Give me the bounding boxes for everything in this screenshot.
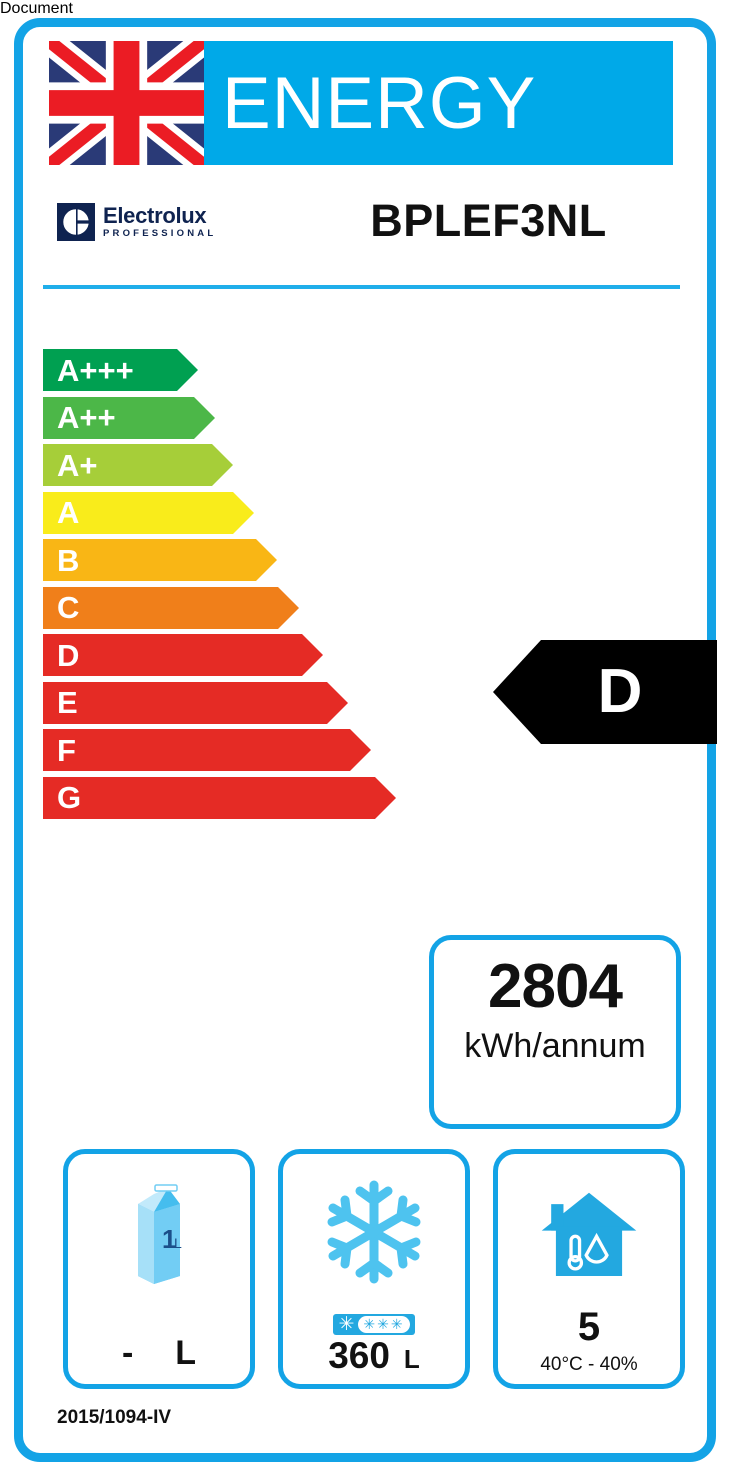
bar-arrow-tip-icon [278,586,299,629]
bar-body: C [43,586,278,629]
efficiency-class-label: E [57,685,78,720]
efficiency-class-bar: A [43,491,254,534]
efficiency-scale: A+++ A++ A+ A B C D E F G [43,347,703,822]
efficiency-class-row: A+ [43,442,703,490]
bar-arrow-tip-icon [256,539,277,581]
logo-text: Electrolux PROFESSIONAL [103,205,216,239]
climate-class-range: 40°C - 40% [540,1354,638,1375]
freezer-volume: ✳ ✳✳✳ 360 L [283,1314,465,1374]
efficiency-class-bar: E [43,681,348,724]
efficiency-class-bar: A++ [43,396,215,439]
efficiency-class-bar: D [43,634,323,676]
annual-consumption-value: 2804 [488,952,623,1021]
selected-class-letter: D [597,657,643,726]
efficiency-class-row: A+++ [43,347,703,395]
efficiency-class-row: A [43,490,703,538]
bar-arrow-tip-icon [233,491,254,534]
bar-body: A [43,491,233,534]
fridge-compartment-box: 1 L - L [63,1149,255,1389]
energy-word: ENERGY [222,62,537,144]
efficiency-class-label: A [57,495,80,530]
arrow-body: D [541,640,717,744]
bar-arrow-tip-icon [350,729,371,771]
efficiency-class-label: B [57,542,80,578]
fridge-volume-unit: L [175,1334,197,1372]
electrolux-mark-icon [57,203,95,241]
efficiency-class-row: E [43,680,703,728]
efficiency-class-label: A++ [57,400,116,435]
efficiency-class-bar: A+++ [43,349,198,391]
annual-consumption-unit: kWh/annum [464,1027,646,1066]
bar-body: A+++ [43,349,177,391]
milk-carton-icon: 1 L [68,1162,250,1302]
bar-body: A+ [43,444,212,486]
freezer-compartment-box: ✳ ✳✳✳ 360 L [278,1149,470,1389]
svg-text:1: 1 [162,1224,176,1254]
efficiency-class-label: A+++ [57,352,134,388]
climate-class-box: 5 40°C - 40% [493,1149,685,1389]
arrow-tip-icon [493,640,541,744]
bar-body: G [43,776,375,819]
star-single-icon: ✳ [338,1313,355,1335]
regulation-reference: 2015/1094-IV [57,1407,172,1428]
efficiency-class-label: A+ [57,447,98,483]
freezer-volume-unit: L [403,1344,420,1374]
bar-arrow-tip-icon [177,349,198,391]
efficiency-class-row: F [43,727,703,775]
bar-body: A++ [43,396,194,439]
freezer-volume-value: 360 [328,1335,390,1376]
selected-class-arrow: D [493,640,717,744]
efficiency-class-bar: F [43,729,371,771]
efficiency-class-label: D [57,637,80,673]
snowflake-icon [283,1162,465,1302]
bar-body: B [43,539,256,581]
bar-arrow-tip-icon [212,444,233,486]
compartment-boxes: 1 L - L [63,1149,685,1389]
bar-arrow-tip-icon [194,396,215,439]
uk-flag-icon [49,41,204,165]
efficiency-class-bar: A+ [43,444,233,486]
brand-subtitle: PROFESSIONAL [103,228,217,240]
freezer-star-rating-icon: ✳ ✳✳✳ [333,1313,415,1335]
bar-arrow-tip-icon [327,681,348,724]
fridge-volume: - L [68,1336,250,1374]
house-climate-icon [498,1162,680,1302]
star-group-icon: ✳✳✳ [358,1316,410,1333]
efficiency-class-bar: G [43,776,396,819]
bar-body: F [43,729,350,771]
climate-class-info: 5 40°C - 40% [498,1307,680,1374]
efficiency-class-row: B [43,537,703,585]
bar-arrow-tip-icon [375,776,396,819]
label-header: ENERGY [49,41,673,165]
annual-consumption-box: 2804 kWh/annum [429,935,681,1129]
efficiency-class-row: A++ [43,395,703,443]
efficiency-class-row: G [43,775,703,823]
bar-body: D [43,634,302,676]
efficiency-class-label: C [57,590,80,625]
model-name: BPLEF3NL [370,195,607,246]
climate-class-value: 5 [577,1305,601,1349]
electrolux-logo-icon: Electrolux PROFESSIONAL [57,203,216,241]
brand-name: Electrolux [103,203,207,229]
bar-arrow-tip-icon [302,634,323,676]
efficiency-class-row: D [43,632,703,680]
efficiency-class-bar: B [43,539,277,581]
energy-label: ENERGY Electrolux PROFESSIONAL BPLEF3NL [14,18,717,1462]
fridge-volume-value: - [121,1334,134,1372]
efficiency-class-bar: C [43,586,299,629]
efficiency-class-row: C [43,585,703,633]
energy-word-band: ENERGY [204,41,673,165]
svg-text:L: L [174,1235,182,1251]
bar-body: E [43,681,327,724]
efficiency-class-label: F [57,732,76,768]
header-divider [43,285,680,289]
efficiency-class-label: G [57,780,82,815]
brand-row: Electrolux PROFESSIONAL BPLEF3NL [49,179,673,283]
